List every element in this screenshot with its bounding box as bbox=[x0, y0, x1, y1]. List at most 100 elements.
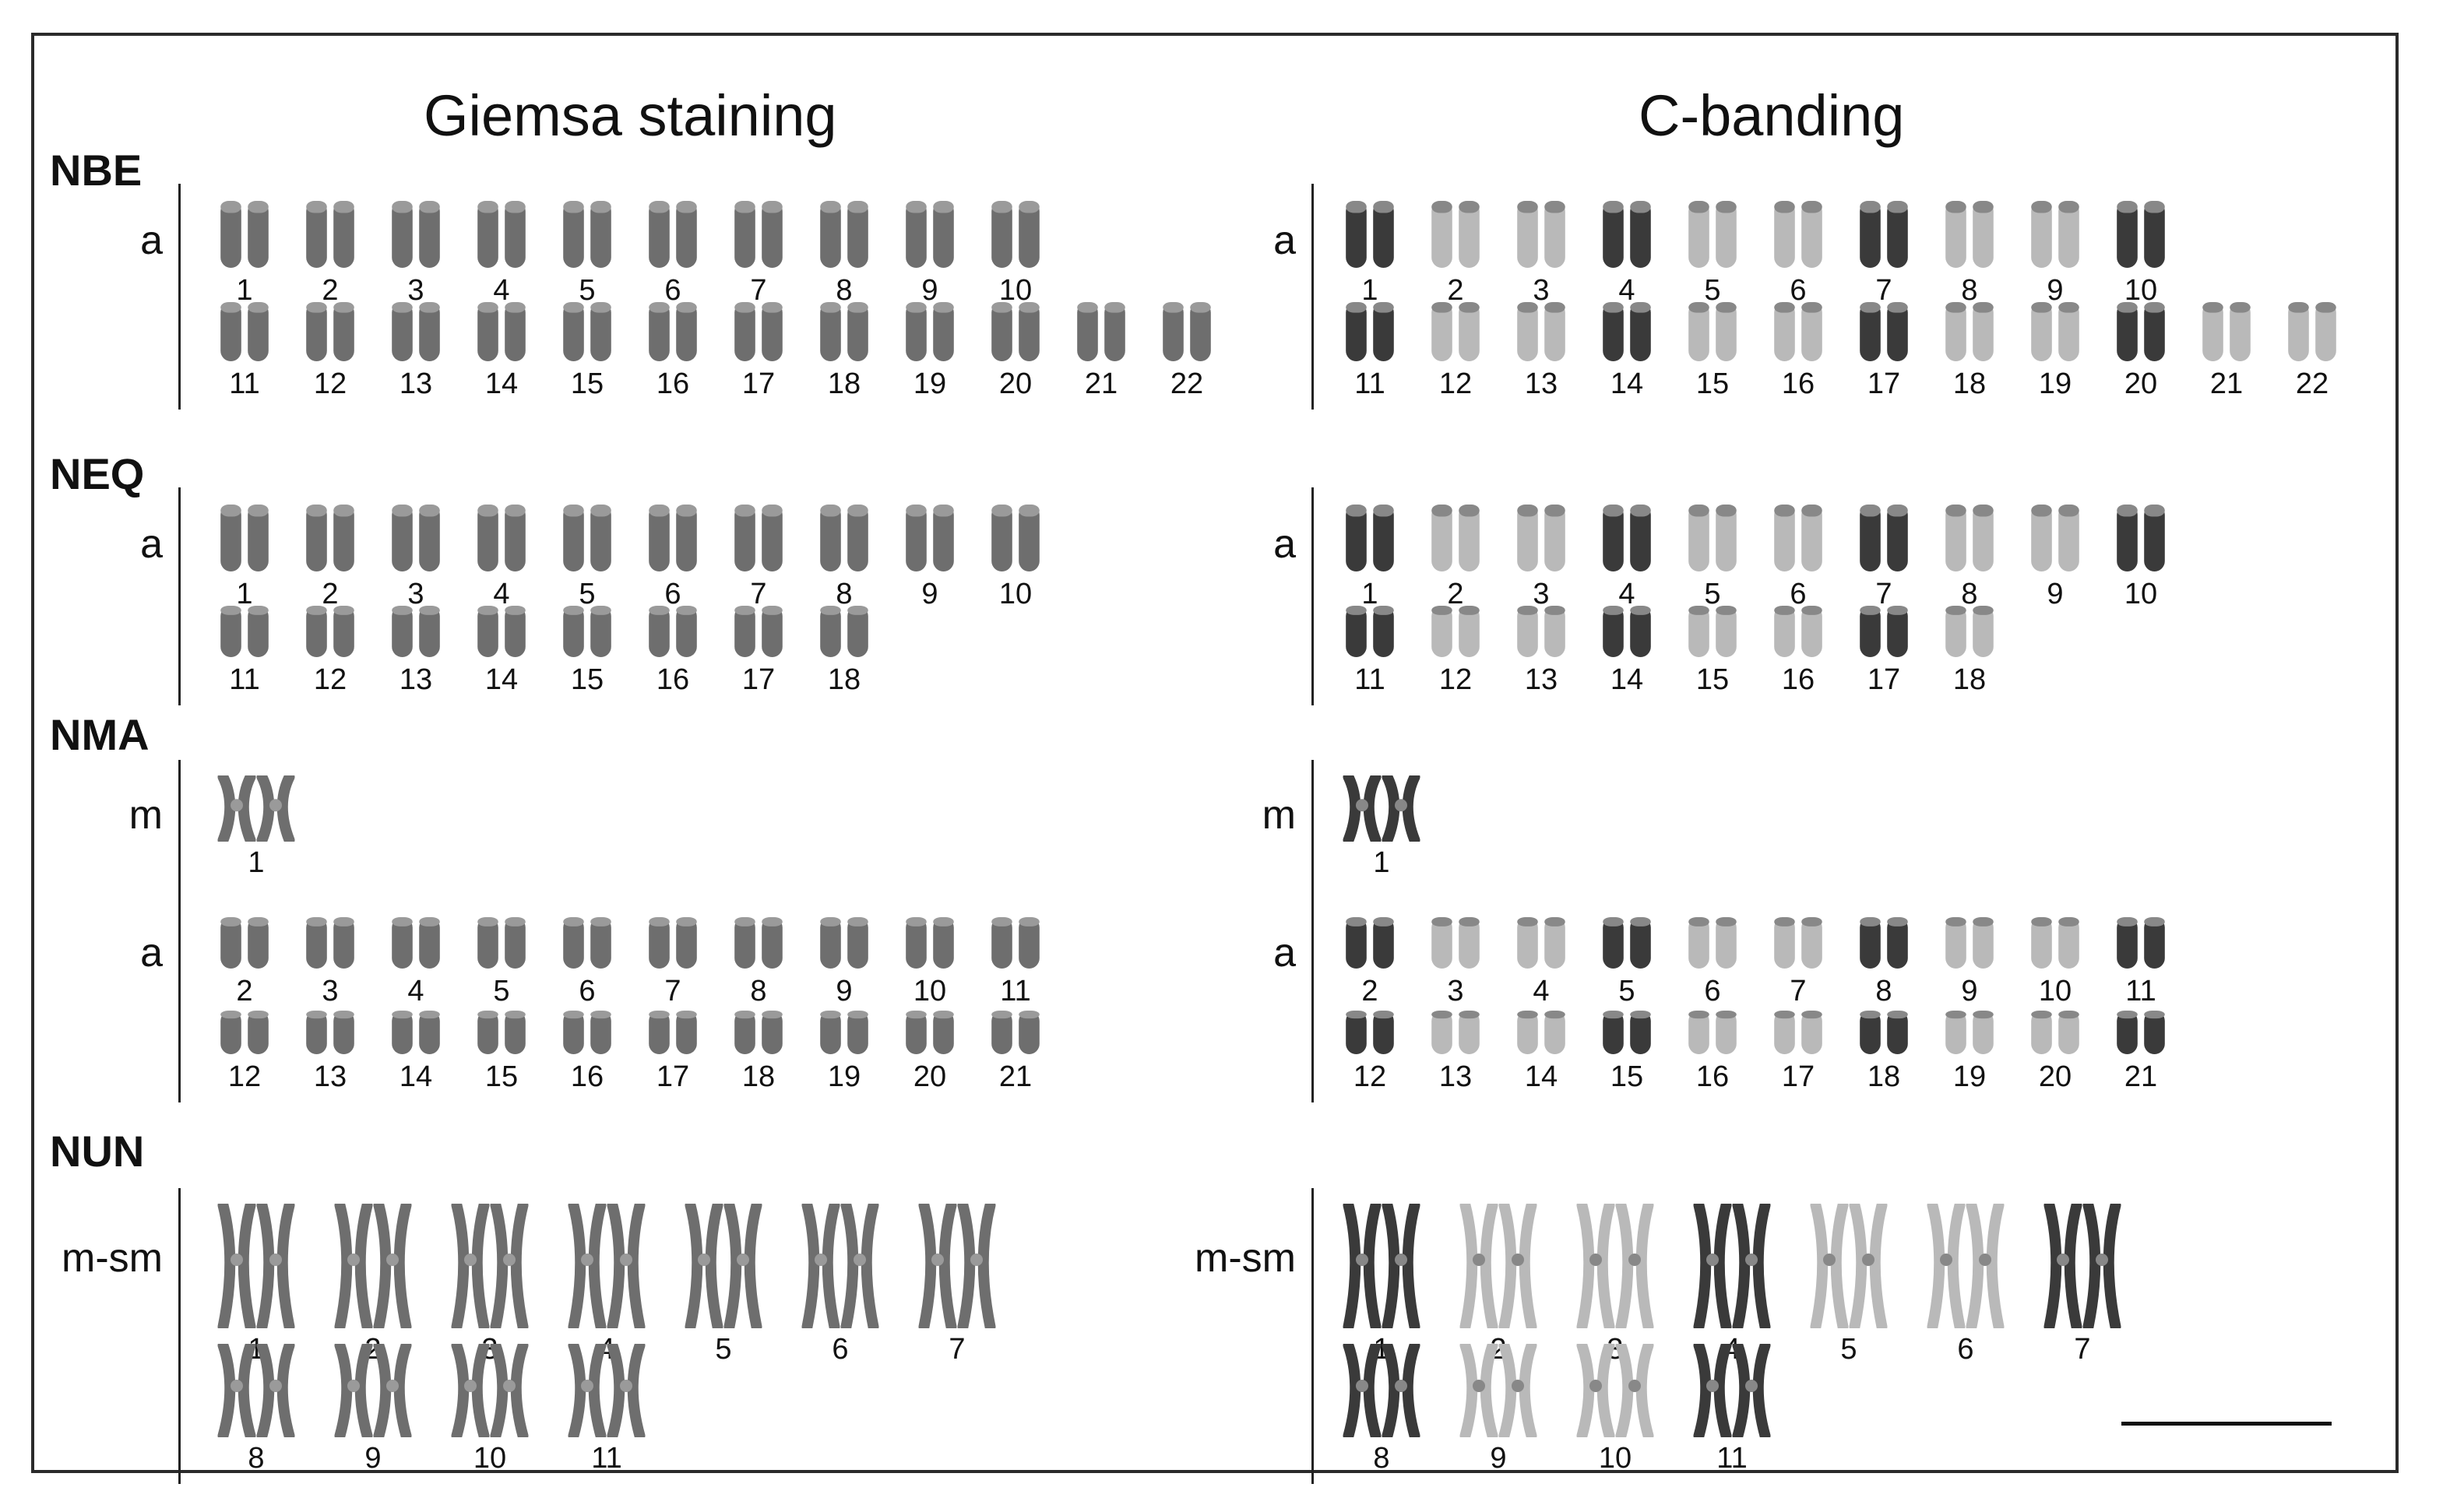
chromosome bbox=[2144, 302, 2165, 361]
chromatid bbox=[1693, 1204, 1732, 1328]
chromosome bbox=[734, 302, 755, 361]
chromosome-pair bbox=[392, 505, 440, 571]
chromosome bbox=[477, 606, 498, 657]
chromosome-pair bbox=[820, 917, 868, 969]
pair-number: 19 bbox=[1952, 1060, 1987, 1093]
chromatid bbox=[1615, 1344, 1654, 1437]
band bbox=[1603, 302, 1624, 313]
band bbox=[847, 201, 868, 213]
chromosome-pair bbox=[734, 505, 783, 571]
pair-number: 4 bbox=[1618, 578, 1635, 610]
chromosome bbox=[2144, 1011, 2165, 1054]
chromosome-pair bbox=[1603, 302, 1651, 361]
pair-number: 10 bbox=[2038, 975, 2072, 1007]
chromosome bbox=[1774, 606, 1795, 657]
pair-number: 14 bbox=[484, 663, 519, 696]
chromosome bbox=[1346, 302, 1367, 361]
centromere bbox=[347, 1380, 360, 1392]
chromosome bbox=[477, 1011, 498, 1054]
centromere bbox=[1706, 1254, 1719, 1266]
chromosome-pair bbox=[1774, 917, 1822, 969]
chromosome bbox=[1945, 1011, 1966, 1054]
chromosome bbox=[1774, 505, 1795, 571]
centromere bbox=[1473, 1254, 1485, 1266]
chromosome bbox=[2117, 302, 2138, 361]
chromosome bbox=[2031, 302, 2052, 361]
chromosome bbox=[933, 1011, 954, 1054]
chromosome bbox=[1716, 302, 1737, 361]
chromosome-pair bbox=[734, 606, 783, 657]
chromosome-pair bbox=[1346, 201, 1394, 268]
pair-number: 11 bbox=[229, 663, 260, 696]
chromosome bbox=[1860, 606, 1881, 657]
pair-number: 8 bbox=[1961, 578, 1978, 610]
chromosome bbox=[2144, 505, 2165, 571]
chromosome bbox=[1517, 505, 1538, 571]
band bbox=[306, 606, 327, 615]
chromosome-pair bbox=[1688, 201, 1737, 268]
band bbox=[1774, 917, 1795, 927]
pair-number: 1 bbox=[236, 274, 253, 307]
chromosome bbox=[1603, 917, 1624, 969]
band bbox=[392, 1011, 413, 1019]
chromosome bbox=[1716, 505, 1737, 571]
band bbox=[1973, 917, 1994, 927]
band bbox=[1688, 201, 1709, 213]
chromosome bbox=[1603, 1011, 1624, 1054]
pair-number: 7 bbox=[664, 975, 681, 1007]
chromatid bbox=[957, 1204, 996, 1328]
band bbox=[847, 1011, 868, 1019]
band bbox=[220, 606, 241, 615]
species-label: NBE bbox=[50, 146, 143, 195]
centromere bbox=[386, 1380, 399, 1392]
pair-number: 9 bbox=[364, 1442, 382, 1475]
chromatid bbox=[568, 1204, 607, 1328]
band bbox=[248, 606, 269, 615]
band bbox=[1019, 302, 1040, 313]
chromosome-pair bbox=[392, 917, 440, 969]
pair-number: 5 bbox=[579, 274, 596, 307]
band bbox=[1801, 505, 1822, 517]
chromosome bbox=[590, 201, 611, 268]
band bbox=[306, 302, 327, 313]
chromosome-pair bbox=[906, 917, 954, 969]
band bbox=[1431, 1011, 1452, 1019]
band bbox=[1603, 606, 1624, 615]
chromatid bbox=[1498, 1344, 1537, 1437]
pair-number: 6 bbox=[1704, 975, 1721, 1007]
chromosome bbox=[762, 606, 783, 657]
band bbox=[1688, 917, 1709, 927]
chromosome bbox=[563, 917, 584, 969]
band bbox=[2144, 917, 2165, 927]
band bbox=[590, 505, 611, 517]
band bbox=[1716, 917, 1737, 927]
pair-number: 10 bbox=[998, 274, 1033, 307]
band bbox=[2202, 302, 2223, 313]
band bbox=[1945, 505, 1966, 517]
chromosome bbox=[734, 917, 755, 969]
chromosome bbox=[1801, 302, 1822, 361]
band bbox=[1431, 505, 1452, 517]
pair-number: 5 bbox=[1704, 578, 1721, 610]
pair-number: 5 bbox=[1618, 975, 1635, 1007]
band bbox=[590, 917, 611, 927]
centromere bbox=[1745, 1254, 1758, 1266]
chromosome-pair bbox=[820, 302, 868, 361]
chromosome bbox=[1774, 917, 1795, 969]
chromosome-pair bbox=[1774, 201, 1822, 268]
chromosome bbox=[762, 201, 783, 268]
chromosome bbox=[306, 505, 327, 571]
chromosome-pair bbox=[1603, 606, 1651, 657]
chromosome bbox=[2117, 917, 2138, 969]
chromosome bbox=[248, 606, 269, 657]
chromosome bbox=[1774, 302, 1795, 361]
band bbox=[248, 505, 269, 517]
pair-number: 2 bbox=[1447, 274, 1464, 307]
band bbox=[1630, 201, 1651, 213]
chromosome bbox=[2202, 302, 2223, 361]
centromere bbox=[737, 1254, 749, 1266]
chromosome bbox=[1630, 201, 1651, 268]
chromosome bbox=[1346, 201, 1367, 268]
chromosome-pair bbox=[1343, 1344, 1420, 1437]
pair-number: 17 bbox=[656, 1060, 690, 1093]
